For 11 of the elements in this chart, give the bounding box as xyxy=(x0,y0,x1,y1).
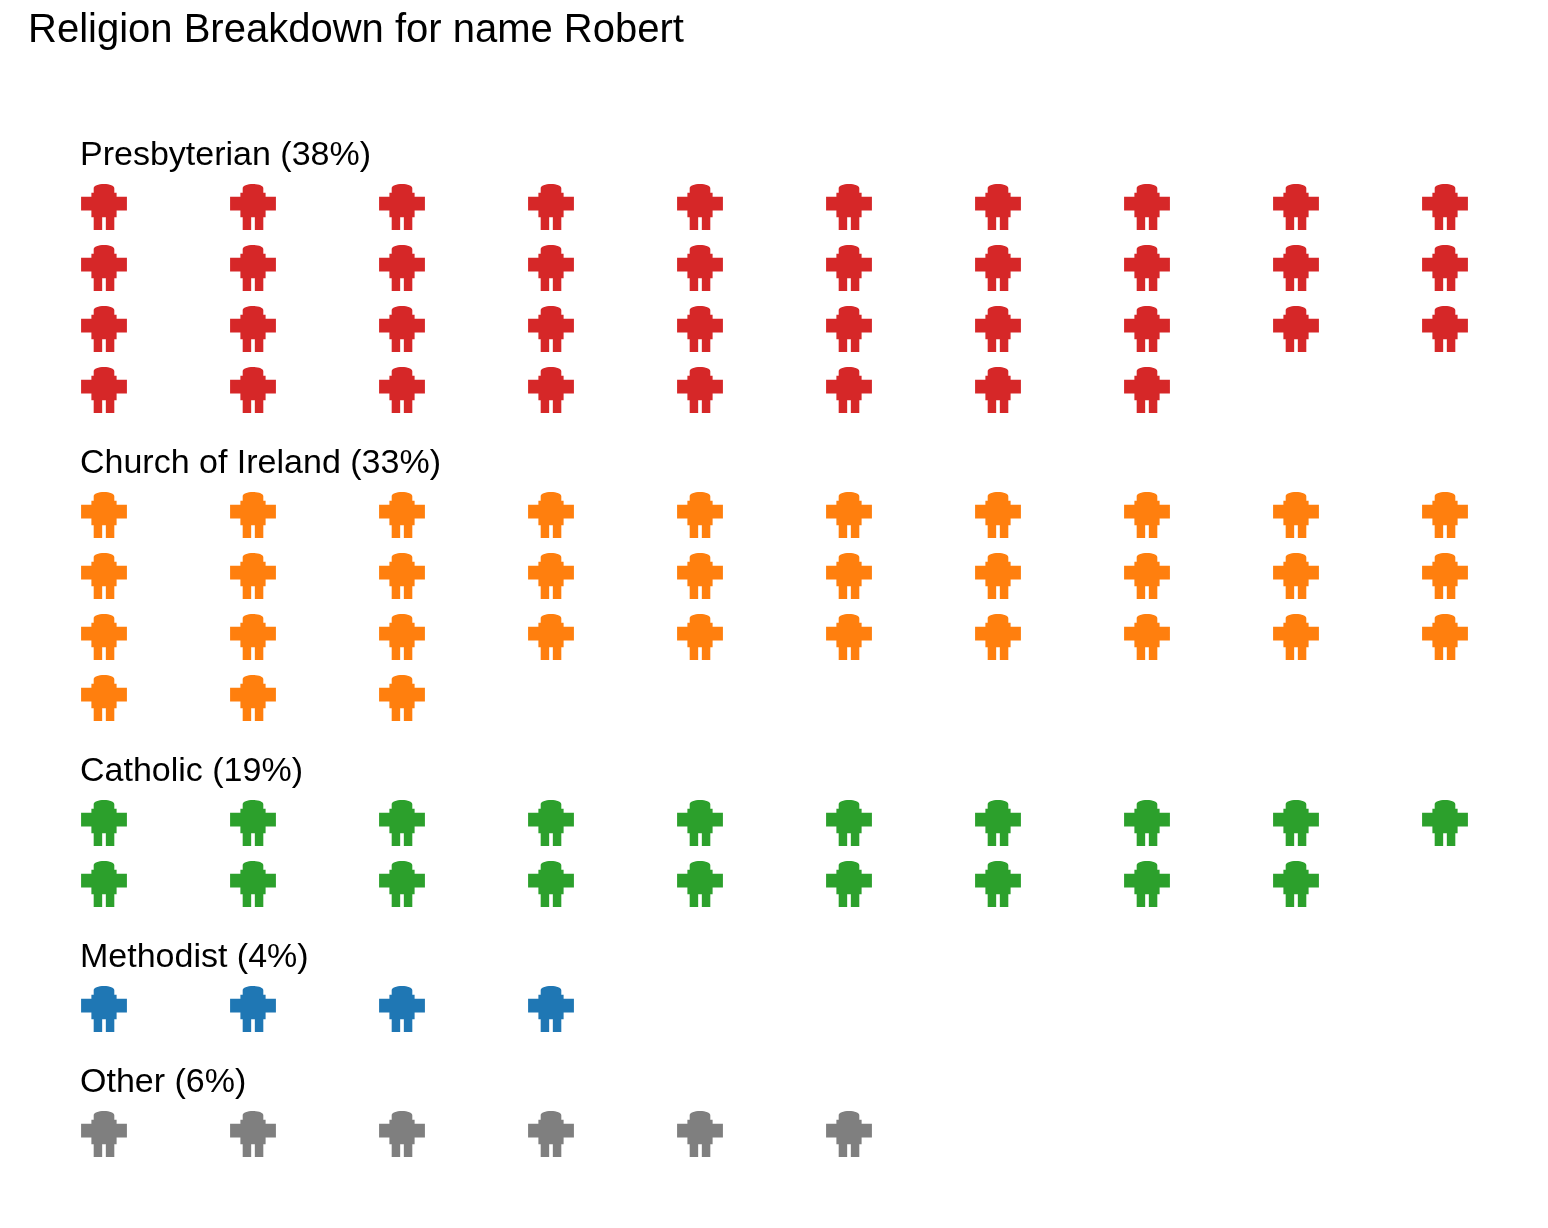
data-label: (6%) xyxy=(174,1061,247,1099)
data-label: (4%) xyxy=(236,936,309,974)
category-label: Church of Ireland xyxy=(80,442,341,480)
text: Religion Breakdown for name Robert xyxy=(28,6,684,50)
data-label: (38%) xyxy=(280,134,372,172)
category-label: Methodist xyxy=(80,936,228,974)
category-label: Presbyterian xyxy=(80,134,271,172)
category-label: Catholic xyxy=(80,750,203,788)
data-label: (19%) xyxy=(212,750,303,788)
data-label: (33%) xyxy=(350,442,441,480)
category-label: Other xyxy=(80,1061,166,1099)
